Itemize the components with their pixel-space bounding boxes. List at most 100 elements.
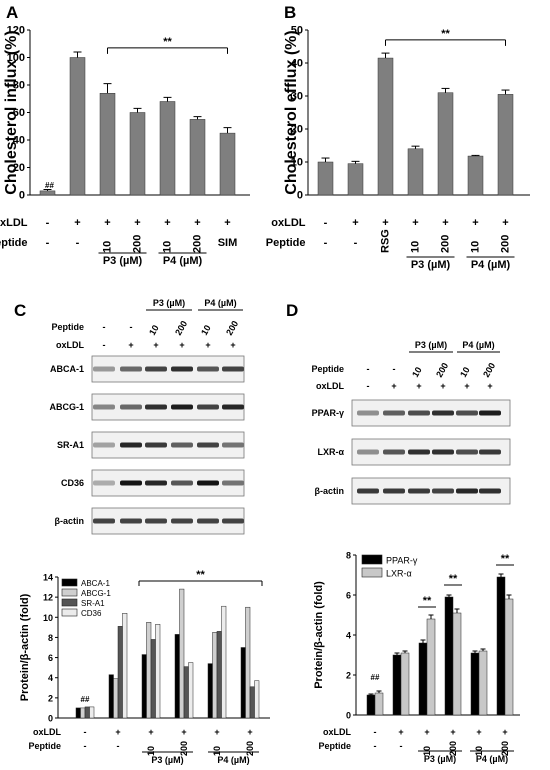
blot-peptide-value-C: - <box>130 322 133 332</box>
bar-C-CD36 <box>188 662 194 719</box>
blot-oxldl-value-D: + <box>487 381 492 391</box>
bar-C-ABCG-1 <box>113 678 119 719</box>
peptide-value-C: - <box>84 741 87 751</box>
oxldl-value-C: + <box>115 727 120 737</box>
legend-label-C: CD36 <box>81 609 102 618</box>
peptide-value-C: 200 <box>245 741 255 756</box>
group-label-D: P4 (µM) <box>476 754 508 764</box>
blot-band-C <box>93 404 115 410</box>
oxldl-value-B: + <box>412 217 418 229</box>
blot-band-C <box>197 366 219 372</box>
blot-band-C <box>93 518 115 524</box>
y-tick-label-C: 4 <box>48 673 53 683</box>
row-label-oxldl-D: oxLDL <box>323 727 352 737</box>
y-axis-title-A: Cholesterol influx (%) <box>3 30 20 194</box>
y-tick-label-D: 2 <box>346 671 351 681</box>
sig-label-B: ** <box>441 28 450 40</box>
y-tick-label-B: 30 <box>291 91 303 103</box>
peptide-value-A: - <box>76 237 80 249</box>
oxldl-value-D: + <box>502 727 507 737</box>
blot-band-D <box>479 488 501 494</box>
peptide-value-D: - <box>400 741 403 751</box>
legend-label-C: ABCG-1 <box>81 589 111 598</box>
blot-peptide-value-C: 10 <box>147 323 161 337</box>
blot-band-label-C: ABCG-1 <box>49 402 84 412</box>
bar-C-SR-A1 <box>150 639 156 719</box>
blot-band-C <box>197 404 219 410</box>
oxldl-value-A: + <box>104 217 110 229</box>
panel-letter-d: D <box>286 301 298 320</box>
y-tick-label-B: 10 <box>291 157 303 169</box>
oxldl-value-C: + <box>181 727 186 737</box>
blot-band-C <box>93 366 115 372</box>
oxldl-value-B: - <box>324 217 328 229</box>
peptide-value-B: - <box>324 237 328 249</box>
blot-peptide-value-D: 10 <box>458 365 472 379</box>
bar-C-ABCA-1 <box>108 674 114 719</box>
blot-band-D <box>432 410 454 416</box>
blot-oxldl-value-C: + <box>230 340 235 350</box>
peptide-value-A: 200 <box>192 235 204 253</box>
y-tick-label-D: 4 <box>346 631 351 641</box>
legend-label-C: SR-A1 <box>81 599 105 608</box>
bar-D-PPAR-γ <box>470 652 480 716</box>
bar-C-ABCG-1 <box>80 707 86 719</box>
blot-band-D <box>357 449 379 455</box>
blot-band-C <box>222 518 244 524</box>
blot-band-C <box>197 480 219 486</box>
blot-peptide-value-D: - <box>367 364 370 374</box>
blot-band-D <box>456 449 478 455</box>
sig-label-D: ** <box>501 553 510 565</box>
blot-band-D <box>456 410 478 416</box>
y-axis-title-B: Cholesterol efflux (%) <box>283 30 300 194</box>
blot-peptide-value-C: - <box>103 322 106 332</box>
blot-peptide-value-C: 200 <box>173 319 189 337</box>
y-axis-title-D: Protein/β-actin (fold) <box>313 581 325 689</box>
blot-peptide-value-D: 200 <box>434 361 450 379</box>
oxldl-value-B: + <box>382 217 388 229</box>
blot-oxldl-value-D: + <box>464 381 469 391</box>
bar-A <box>69 57 86 196</box>
peptide-value-C: 200 <box>179 741 189 756</box>
blot-peptide-value-D: 10 <box>410 365 424 379</box>
y-tick-label-A: 80 <box>13 80 25 92</box>
y-tick-label-D: 8 <box>346 551 351 561</box>
y-axis-title-C: Protein/β-actin (fold) <box>19 593 31 701</box>
blot-oxldl-value-D: + <box>416 381 421 391</box>
group-label-A: P3 (µM) <box>103 255 143 267</box>
oxldl-value-B: + <box>442 217 448 229</box>
blot-peptide-value-C: 200 <box>224 319 240 337</box>
legend-swatch-C <box>61 578 78 587</box>
row-label-peptide-D: Peptide <box>318 741 351 751</box>
y-tick-label-B: 0 <box>297 190 303 202</box>
y-tick-label-A: 0 <box>19 190 25 202</box>
blot-oxldl-value-D: + <box>391 381 396 391</box>
bar-A <box>99 93 116 196</box>
sig-label-D: ** <box>423 595 432 607</box>
bar-D-LXR-α <box>478 650 488 716</box>
bar-annotation-C: ## <box>81 695 90 704</box>
y-tick-label-D: 6 <box>346 591 351 601</box>
y-tick-label-C: 6 <box>48 653 53 663</box>
blot-oxldl-value-C: + <box>128 340 133 350</box>
row-label-oxldl-B: oxLDL <box>271 217 306 229</box>
peptide-value-D: 200 <box>500 741 510 756</box>
bar-B <box>497 94 514 196</box>
blot-oxldl-value-D: - <box>367 381 370 391</box>
bar-annotation-A: ## <box>45 181 54 190</box>
bar-A <box>219 132 236 196</box>
blot-band-label-C: SR-A1 <box>57 440 84 450</box>
peptide-value-A: 200 <box>132 235 144 253</box>
blot-band-label-D: LXR-α <box>317 447 344 457</box>
bar-C-ABCA-1 <box>174 634 180 719</box>
blot-row-label-oxldl-C: oxLDL <box>56 340 85 350</box>
blot-oxldl-value-C: - <box>103 340 106 350</box>
y-tick-label-A: 20 <box>13 162 25 174</box>
bar-C-SR-A1 <box>183 666 189 719</box>
bar-A <box>189 119 206 196</box>
peptide-value-A: SIM <box>218 237 238 249</box>
blot-peptide-value-D: 200 <box>481 361 497 379</box>
blot-band-D <box>383 449 405 455</box>
blot-band-C <box>120 518 142 524</box>
blot-band-C <box>120 480 142 486</box>
